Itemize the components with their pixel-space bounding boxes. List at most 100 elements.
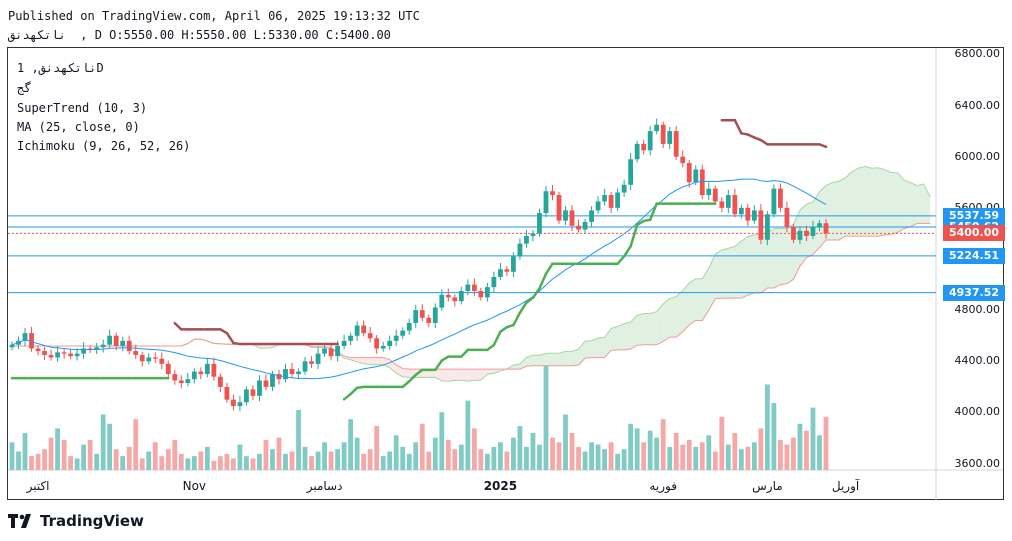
volume-bar (426, 451, 432, 470)
volume-bar (654, 437, 660, 470)
ichimoku-cloud-segment (350, 357, 358, 363)
volume-bar (817, 435, 822, 470)
moving-average-line (11, 178, 827, 380)
supertrend-segment (173, 321, 183, 331)
candle-body (172, 374, 178, 381)
ichimoku-cloud-segment (910, 182, 918, 227)
candle-body (322, 348, 327, 354)
candle-body (250, 389, 256, 396)
ichimoku-cloud-segment (799, 204, 807, 267)
volume-bar (283, 453, 288, 470)
candle-body (139, 354, 145, 362)
ichimoku-cloud-segment (637, 313, 644, 346)
volume-bar (556, 442, 562, 470)
ichimoku-cloud-segment (923, 183, 931, 224)
volume-bar (178, 453, 184, 470)
ichimoku-cloud-segment (871, 167, 879, 237)
volume-bar (491, 446, 497, 470)
legend-ma[interactable]: MA (25, close, 0) (17, 120, 140, 134)
candle-body (804, 230, 809, 236)
ichimoku-cloud-segment (513, 363, 520, 370)
volume-bar (146, 451, 152, 470)
volume-bar (595, 444, 601, 470)
candle-body (641, 143, 647, 151)
candle-body (680, 156, 686, 164)
ichimoku-cloud-segment (591, 338, 599, 358)
candle-body (335, 345, 340, 357)
candle-body (374, 338, 380, 349)
tradingview-brand[interactable]: TradingView (8, 512, 144, 530)
candle-body (348, 335, 354, 341)
ichimoku-cloud-segment (878, 167, 885, 237)
candle-body (406, 322, 412, 331)
candle-body (602, 195, 607, 202)
supertrend-segment (544, 262, 554, 276)
supertrend-segment (733, 118, 743, 135)
ichimoku-cloud-segment (839, 177, 846, 240)
volume-bar (244, 456, 249, 470)
price-axis-label: 4800.00 (954, 303, 1001, 317)
volume-bar (569, 433, 575, 470)
chart-frame[interactable] (7, 47, 1004, 500)
ichimoku-cloud-segment (682, 283, 690, 332)
ichimoku-cloud-segment (565, 351, 573, 366)
ichimoku-cloud-segment (741, 236, 748, 299)
ichimoku-cloud-segment (852, 168, 859, 237)
volume-bar (231, 458, 236, 470)
supertrend-segment (434, 359, 444, 372)
candle-body (61, 352, 67, 354)
supertrend-segment (342, 392, 352, 401)
candle-body (458, 290, 464, 302)
volume-bar (387, 451, 393, 470)
volume-bar (9, 442, 15, 470)
candle-body (237, 402, 243, 407)
ichimoku-cloud-segment (773, 228, 781, 289)
ichimoku-cloud-segment (663, 298, 670, 342)
volume-bar (367, 449, 373, 470)
volume-bar (198, 451, 204, 470)
candle-body (9, 344, 15, 348)
supertrend-segment (486, 343, 496, 352)
ichimoku-cloud-segment (767, 228, 774, 289)
candle-body (439, 294, 445, 308)
candle-body (68, 353, 74, 357)
supertrend-segment (460, 348, 470, 358)
volume-bar (322, 442, 327, 470)
candle-body (654, 124, 660, 132)
legend-supertrend[interactable]: SuperTrend (10, 3) (17, 101, 148, 115)
candle-body (146, 357, 152, 362)
volume-bar (270, 449, 275, 470)
volume-bar (791, 437, 796, 470)
volume-bar (400, 446, 406, 470)
legend-ichimoku[interactable]: Ichimoku (9, 26, 52, 26) (17, 139, 191, 153)
candle-body (35, 348, 41, 352)
candle-body (133, 351, 139, 355)
ichimoku-cloud-segment (585, 340, 592, 359)
time-axis-label: فوریه (649, 479, 677, 493)
candle-body (341, 340, 347, 346)
published-header: Published on TradingView.com, April 06, … (8, 9, 420, 23)
volume-bar (602, 449, 607, 470)
candle-body (491, 276, 497, 288)
volume-bar (686, 439, 692, 470)
candle-body (432, 307, 438, 323)
volume-bar (29, 456, 34, 470)
candle-body (231, 399, 236, 407)
ichimoku-cloud-segment (474, 369, 481, 381)
price-axis-label: 6800.00 (954, 47, 1001, 61)
volume-bar (706, 435, 712, 470)
volume-bar (341, 442, 347, 470)
candle-body (257, 380, 262, 396)
volume-bar (133, 419, 139, 470)
ichimoku-cloud-segment (480, 369, 488, 381)
candle-body (823, 223, 829, 234)
ichimoku-cloud-segment (832, 181, 840, 240)
volume-bar (478, 449, 484, 470)
candle-body (445, 294, 451, 298)
volume-bar (120, 456, 126, 470)
volume-bar (439, 412, 445, 470)
candle-body (426, 317, 432, 323)
ichimoku-cloud-segment (780, 228, 787, 285)
candle-body (725, 195, 731, 208)
